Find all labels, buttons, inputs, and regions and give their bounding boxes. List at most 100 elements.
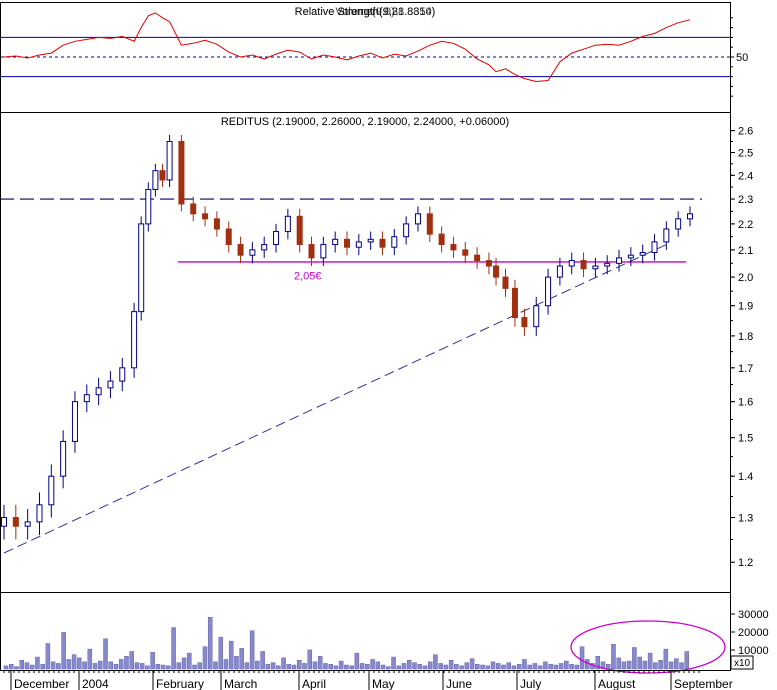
volume-bar xyxy=(19,659,24,670)
candle-body xyxy=(202,213,209,220)
volume-bar xyxy=(328,663,333,670)
volume-unit-label: x10 xyxy=(734,658,751,669)
volume-bar xyxy=(401,663,407,670)
candle-body xyxy=(502,276,509,289)
volume-bar xyxy=(45,643,51,670)
candle-body xyxy=(556,265,563,278)
candle-body xyxy=(296,215,303,246)
volume-bar xyxy=(658,659,663,670)
price-tick-label: 1.6 xyxy=(738,397,753,409)
volume-bar xyxy=(380,664,386,670)
volume-bar xyxy=(3,665,9,670)
volume-bar xyxy=(176,662,182,670)
volume-bar xyxy=(406,659,412,670)
volume-bar xyxy=(223,659,229,670)
candle-body xyxy=(474,254,481,262)
volume-bar xyxy=(124,656,129,670)
volume-bar xyxy=(297,659,302,670)
volume-bar xyxy=(626,660,632,670)
volume-bar xyxy=(595,656,601,670)
price-tick-label: 2.0 xyxy=(738,272,753,284)
volume-bar xyxy=(616,657,621,670)
x-tick-label: April xyxy=(302,677,326,690)
volume-bar xyxy=(87,648,93,670)
x-tick-label: June xyxy=(446,677,472,690)
volume-bar xyxy=(56,663,61,670)
volume-bar xyxy=(40,663,45,670)
candle-body xyxy=(592,265,599,270)
volume-bar xyxy=(265,663,271,670)
price-tick-label: 2.4 xyxy=(738,170,753,182)
candle-body xyxy=(12,517,19,527)
volume-bar xyxy=(307,649,313,670)
candle-body xyxy=(604,262,611,267)
volume-bar xyxy=(427,661,433,670)
volume-annotation-ellipse xyxy=(570,620,726,674)
candle-body xyxy=(284,215,291,233)
volume-bar xyxy=(24,662,30,670)
volume-bar xyxy=(480,664,485,670)
volume-bar xyxy=(464,662,470,670)
volume-bar xyxy=(338,660,344,670)
price-tick-label: 1.5 xyxy=(738,433,753,445)
volume-bar xyxy=(192,664,197,670)
volume-bar xyxy=(354,652,360,670)
volume-bar xyxy=(61,632,66,670)
volume-bar xyxy=(312,661,318,670)
volume-bar xyxy=(391,656,396,670)
volume-bar xyxy=(417,663,422,670)
x-tick-label: March xyxy=(224,677,257,690)
candle-body xyxy=(225,228,232,246)
panel-frame-2 xyxy=(0,592,731,671)
price-tick-label: 1.9 xyxy=(738,301,753,313)
rsi-title-0: Relative Strength(9,28.8850) xyxy=(295,6,436,18)
candle-body xyxy=(651,241,658,254)
candle-body xyxy=(145,188,152,225)
candle-body xyxy=(663,228,670,243)
price-tick-label: 1.4 xyxy=(738,471,753,483)
candle-body xyxy=(493,265,500,278)
candle-body xyxy=(521,317,528,328)
volume-bar xyxy=(260,651,265,670)
candle-body xyxy=(24,521,31,527)
x-tick-label: February xyxy=(156,677,204,690)
volume-bar xyxy=(469,658,475,670)
volume-bar xyxy=(522,659,527,670)
volume-bar xyxy=(71,654,77,670)
volume-bar xyxy=(543,661,548,670)
candle-body xyxy=(462,249,469,256)
candle-body xyxy=(261,244,268,251)
candle-body xyxy=(71,401,78,442)
candle-body xyxy=(675,218,682,230)
candle-body xyxy=(414,213,421,225)
volume-bar xyxy=(66,659,72,670)
x-tick-label: December xyxy=(14,677,69,690)
volume-bar xyxy=(197,662,203,670)
volume-bar xyxy=(218,636,223,670)
candle-body xyxy=(545,276,552,307)
candle-body xyxy=(152,170,159,190)
volume-bar xyxy=(611,644,616,670)
volume-bar xyxy=(249,630,255,670)
candle-body xyxy=(403,223,410,238)
volume-bar xyxy=(632,647,637,670)
volume-bar xyxy=(637,656,642,670)
rsi-tick-label: 50 xyxy=(736,52,748,64)
candle-body xyxy=(190,203,197,215)
volume-bar xyxy=(684,651,690,670)
volume-bar xyxy=(281,657,286,670)
volume-bar xyxy=(244,662,250,670)
candle-body xyxy=(166,140,173,181)
candle-body xyxy=(511,287,518,319)
volume-bar xyxy=(396,665,402,670)
volume-bar xyxy=(171,627,176,670)
panel-frame-1 xyxy=(0,112,731,593)
volume-bar xyxy=(145,665,150,670)
volume-bar xyxy=(537,665,543,670)
volume-bar xyxy=(375,661,381,670)
volume-bar xyxy=(579,646,585,670)
candle-body xyxy=(627,254,634,259)
volume-bar xyxy=(150,652,155,670)
volume-bar xyxy=(239,648,244,670)
candle-body xyxy=(320,244,327,259)
